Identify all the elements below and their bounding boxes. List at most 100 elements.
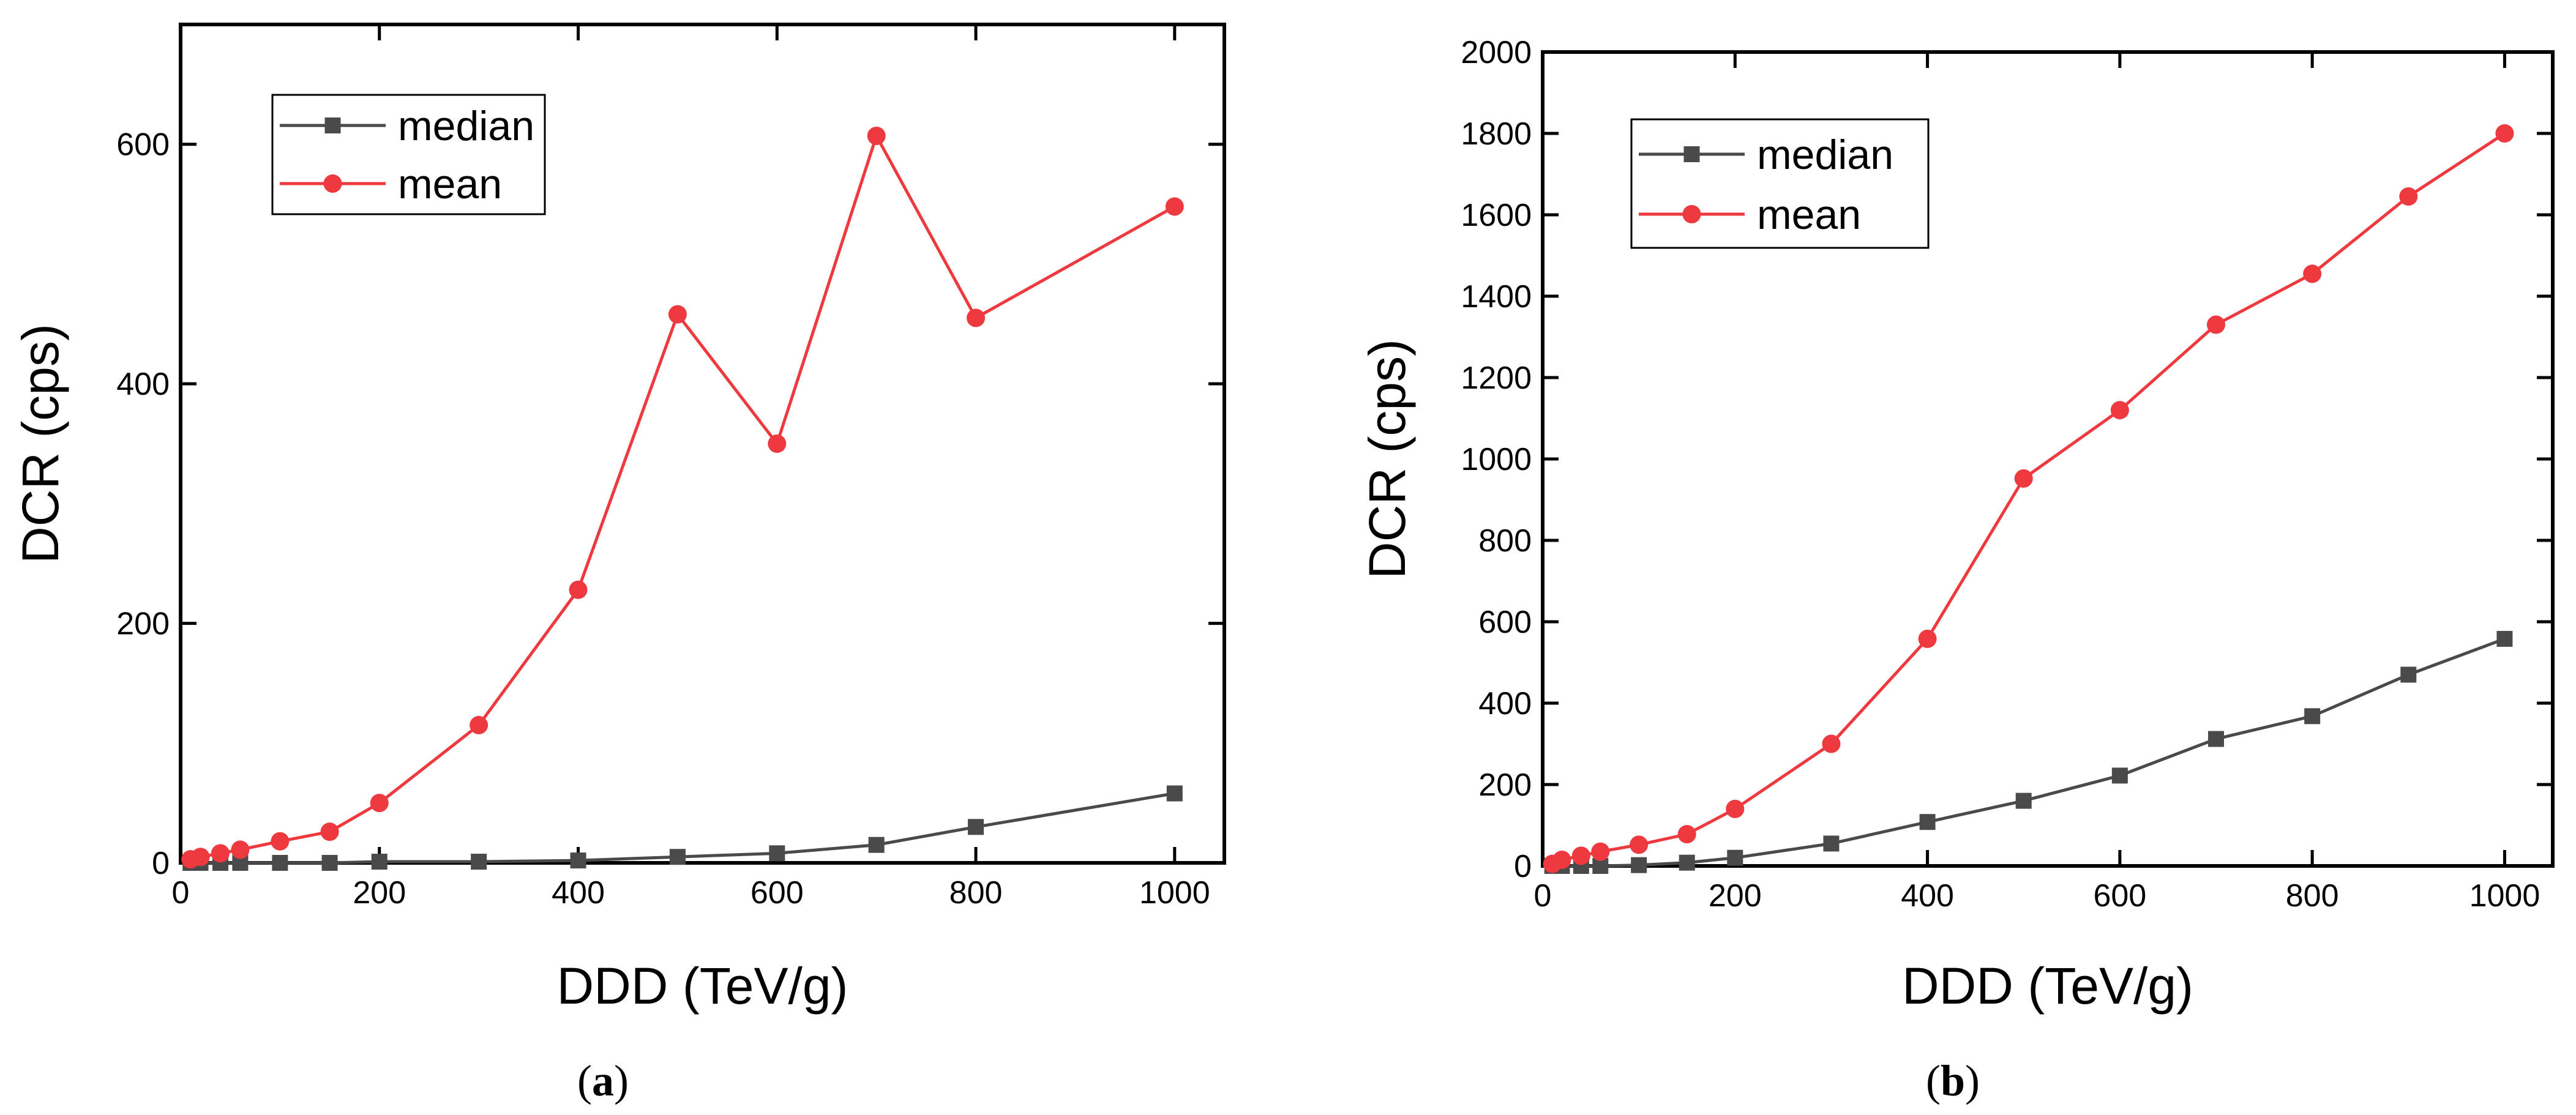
legend-label-mean: mean: [1757, 192, 1861, 238]
data-point-mean: [470, 715, 489, 734]
subfigure-caption: (b): [1926, 1056, 1980, 1105]
data-point-mean: [1822, 734, 1841, 753]
caption-paren-open: (: [577, 1056, 592, 1105]
y-tick-label: 400: [1478, 686, 1532, 722]
x-axis-title: DDD (TeV/g): [556, 957, 848, 1015]
data-point-mean: [2495, 124, 2514, 143]
legend-box: [1630, 118, 1930, 249]
y-tick-label: 1400: [1461, 279, 1532, 315]
data-point-median: [868, 837, 885, 853]
caption-paren-open: (: [1926, 1056, 1941, 1105]
y-tick-label: 1800: [1461, 116, 1532, 152]
caption-letter: b: [1941, 1056, 1965, 1105]
data-point-mean: [370, 794, 389, 813]
y-tick-label: 400: [116, 367, 170, 402]
data-point-mean: [320, 822, 339, 841]
data-point-median: [2015, 792, 2032, 809]
data-point-median: [968, 819, 984, 835]
x-tick-label: 200: [353, 875, 406, 911]
data-point-mean: [2207, 315, 2225, 334]
data-point-mean: [2014, 469, 2033, 488]
data-point-mean: [1677, 825, 1696, 844]
y-tick-label: 1000: [1461, 442, 1532, 477]
data-point-mean: [569, 580, 588, 599]
data-point-median: [371, 854, 388, 870]
data-point-mean: [1165, 197, 1184, 216]
data-point-median: [2400, 666, 2417, 683]
data-point-median: [769, 845, 785, 862]
data-point-mean: [1571, 846, 1590, 865]
data-point-mean: [191, 848, 210, 867]
data-point-median: [2208, 731, 2224, 747]
y-tick-label: 1200: [1461, 360, 1532, 396]
x-tick-label: 600: [751, 875, 804, 911]
y-axis-title: DCR (cps): [1358, 339, 1416, 579]
x-tick-label: 0: [1534, 878, 1552, 914]
data-point-mean: [1918, 629, 1937, 648]
y-axis-title: DCR (cps): [12, 324, 69, 564]
caption-letter: a: [592, 1056, 614, 1105]
data-point-median: [272, 855, 288, 871]
legend-marker-median: [324, 117, 341, 133]
x-axis-title: DDD (TeV/g): [1902, 957, 2193, 1015]
y-tick-label: 0: [1514, 849, 1532, 884]
data-point-median: [669, 849, 686, 865]
caption-paren-close: ): [1965, 1056, 1980, 1105]
data-point-median: [1919, 814, 1936, 830]
x-tick-label: 200: [1709, 878, 1762, 914]
data-point-mean: [967, 308, 986, 327]
data-point-mean: [211, 844, 230, 863]
data-point-median: [1727, 849, 1743, 866]
data-point-mean: [2110, 401, 2129, 420]
data-point-median: [2496, 630, 2513, 647]
data-point-median: [321, 855, 338, 871]
plot-frame: [179, 23, 1226, 865]
data-point-mean: [1552, 851, 1571, 870]
x-tick-label: 800: [949, 875, 1003, 911]
x-tick-label: 600: [2093, 878, 2146, 914]
x-tick-label: 1000: [1139, 875, 1210, 911]
legend-label-median: median: [1757, 132, 1893, 178]
data-point-median: [2111, 767, 2128, 784]
data-point-mean: [867, 127, 886, 146]
x-tick-label: 800: [2286, 878, 2339, 914]
y-tick-label: 200: [1478, 767, 1532, 803]
legend-label-mean: mean: [398, 161, 502, 207]
y-tick-label: 1600: [1461, 198, 1532, 233]
x-tick-label: 1000: [2469, 878, 2540, 914]
data-point-median: [2304, 708, 2321, 725]
y-tick-label: 200: [116, 606, 170, 642]
x-tick-label: 400: [552, 875, 605, 911]
legend-marker-mean: [323, 174, 342, 193]
data-point-mean: [231, 840, 250, 859]
data-point-mean: [2303, 264, 2322, 283]
data-point-median: [1631, 857, 1647, 873]
caption-paren-close: ): [614, 1056, 629, 1105]
data-point-median: [1823, 835, 1840, 852]
data-point-mean: [1630, 835, 1649, 854]
legend-marker-mean: [1682, 205, 1701, 223]
y-tick-label: 600: [116, 127, 170, 163]
data-point-mean: [768, 434, 787, 453]
data-point-mean: [2399, 187, 2418, 206]
data-point-median: [570, 852, 586, 869]
y-tick-label: 600: [1478, 605, 1532, 640]
data-point-mean: [668, 305, 687, 324]
data-point-mean: [1591, 842, 1610, 861]
subfigure-caption: (a): [577, 1056, 629, 1105]
chart-a: 0 200 400 600 800 1000 0 200 400 600 DDD (TeV/g) DC…: [12, 23, 1226, 1105]
series-line-mean: [190, 132, 1176, 861]
data-point-mean: [1726, 799, 1745, 818]
y-tick-label: 0: [152, 846, 170, 881]
data-point-median: [1166, 785, 1183, 802]
y-tick-label: 2000: [1461, 35, 1532, 70]
x-tick-label: 400: [1901, 878, 1954, 914]
legend-label-median: median: [398, 103, 534, 149]
legend-box: [271, 94, 546, 215]
data-point-median: [1679, 854, 1695, 871]
chart-b: 0 200 400 600 800 1000 0 200 400 600 800 1000 1200 14…: [1358, 35, 2555, 1105]
data-point-median: [471, 854, 487, 870]
legend-marker-median: [1683, 146, 1700, 162]
y-tick-label: 800: [1478, 523, 1532, 559]
